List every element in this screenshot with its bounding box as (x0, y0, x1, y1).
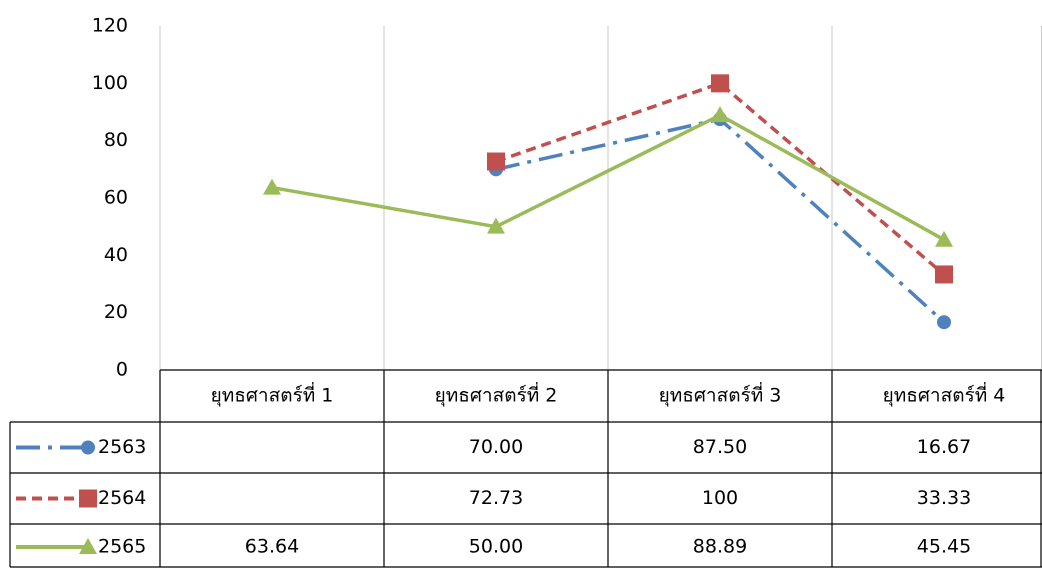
legend-marker (79, 538, 97, 554)
category-label: ยุทธศาสตร์ที่ 1 (211, 382, 334, 408)
legend-label: 2563 (98, 436, 146, 458)
category-label: ยุทธศาสตร์ที่ 3 (659, 382, 782, 408)
legend-label: 2565 (98, 536, 146, 558)
data-point (711, 106, 729, 123)
series-line (495, 117, 946, 324)
data-point (937, 315, 951, 330)
y-tick-label: 20 (104, 301, 128, 323)
series-line (495, 81, 946, 276)
category-label: ยุทธศาสตร์ที่ 4 (883, 382, 1006, 408)
data-point (935, 230, 953, 247)
table-value: 100 (702, 487, 738, 509)
legend-label: 2564 (98, 487, 146, 509)
table-value: 72.73 (469, 487, 523, 509)
y-tick-label: 60 (104, 187, 128, 209)
table-value: 88.89 (693, 536, 747, 558)
series-line (271, 113, 945, 242)
y-tick-label: 0 (116, 359, 128, 381)
category-label: ยุทธศาสตร์ที่ 2 (435, 382, 558, 408)
table-value: 63.64 (245, 536, 299, 558)
table-value: 50.00 (469, 536, 523, 558)
y-tick-label: 120 (92, 15, 128, 37)
y-tick-label: 80 (104, 129, 128, 151)
legend-marker (79, 489, 97, 508)
legend-marker (81, 440, 95, 455)
y-tick-label: 40 (104, 244, 128, 266)
table-value: 45.45 (917, 536, 971, 558)
table-value: 16.67 (917, 436, 971, 458)
data-point (487, 217, 505, 234)
y-tick-label: 100 (92, 72, 128, 94)
data-point (711, 74, 729, 93)
table-value: 33.33 (917, 487, 971, 509)
data-point (487, 152, 505, 171)
data-point (263, 178, 281, 195)
table-value: 70.00 (469, 436, 523, 458)
data-point (935, 265, 953, 284)
table-value: 87.50 (693, 436, 747, 458)
